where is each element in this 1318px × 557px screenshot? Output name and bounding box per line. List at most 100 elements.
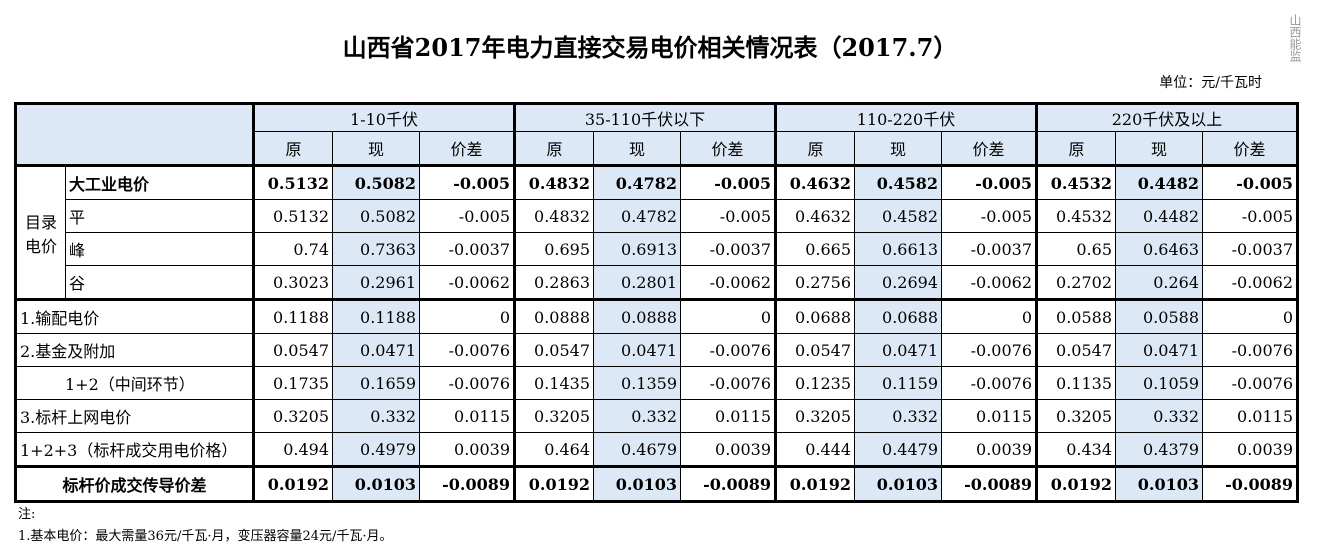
value-cell: -0.0076 bbox=[1202, 333, 1298, 367]
group-header: 220千伏及以上 bbox=[1035, 103, 1298, 132]
group-header: 35-110千伏以下 bbox=[513, 103, 776, 132]
value-cell: 0.0192 bbox=[252, 465, 333, 502]
value-cell: -0.005 bbox=[941, 164, 1037, 200]
value-cell: -0.005 bbox=[419, 164, 515, 200]
header-row: 1-10千伏 35-110千伏以下 110-220千伏 220千伏及以上 bbox=[15, 103, 1298, 166]
table-row: 3.标杆上网电价 0.3205 0.332 0.0115 0.3205 0.332 0.01… bbox=[15, 399, 1298, 433]
row-label: 谷 bbox=[65, 265, 254, 300]
subheader-row: 原现价差原现价差原现价差原现价差 bbox=[16, 131, 1298, 166]
value-cell: 0.464 bbox=[513, 432, 594, 467]
note: 注: bbox=[18, 507, 36, 522]
value-cell: -0.0076 bbox=[941, 366, 1037, 400]
corner-cell bbox=[15, 103, 254, 166]
value-cell: 0.0115 bbox=[1202, 399, 1298, 433]
value-cell: 0.1135 bbox=[1035, 366, 1116, 400]
table-row: 2.基金及附加 0.0547 0.0471 -0.0076 0.0547 0.0471 -0… bbox=[15, 333, 1298, 367]
value-cell: -0.0037 bbox=[680, 232, 776, 266]
value-cell: 0.5132 bbox=[252, 164, 333, 200]
value-cell: 0.1735 bbox=[252, 366, 333, 400]
value-cell: 0.665 bbox=[774, 232, 855, 266]
value-cell: 0.2961 bbox=[332, 265, 420, 300]
row-label: 1+2+3（标杆成交用电价格） bbox=[15, 432, 254, 467]
value-cell: 0.695 bbox=[513, 232, 594, 266]
value-cell: 0.0688 bbox=[774, 298, 855, 334]
value-cell: 0.1188 bbox=[332, 298, 420, 334]
value-cell: 0.4632 bbox=[774, 164, 855, 200]
value-cell: -0.005 bbox=[680, 164, 776, 200]
value-cell: -0.0037 bbox=[1202, 232, 1298, 266]
row-label: 3.标杆上网电价 bbox=[15, 399, 254, 433]
value-cell: 0.4979 bbox=[332, 432, 420, 467]
value-cell: 0.2801 bbox=[593, 265, 681, 300]
value-cell: 0.4782 bbox=[593, 199, 681, 233]
value-cell: -0.0062 bbox=[419, 265, 515, 300]
subheader: 原 bbox=[513, 131, 594, 166]
value-cell: 0.4482 bbox=[1115, 164, 1203, 200]
value-cell: 0 bbox=[419, 298, 515, 334]
value-cell: 0.0471 bbox=[1115, 333, 1203, 367]
value-cell: 0.0547 bbox=[774, 333, 855, 367]
value-cell: 0.0471 bbox=[854, 333, 942, 367]
value-cell: 0.0115 bbox=[419, 399, 515, 433]
value-cell: -0.0076 bbox=[419, 366, 515, 400]
subheader: 现 bbox=[593, 131, 681, 166]
value-cell: 0.4832 bbox=[513, 164, 594, 200]
watermark: 山西能监 bbox=[1288, 14, 1302, 62]
value-cell: 0.6613 bbox=[854, 232, 942, 266]
value-cell: 0.0192 bbox=[1035, 465, 1116, 502]
value-cell: 0.1435 bbox=[513, 366, 594, 400]
value-cell: -0.0037 bbox=[941, 232, 1037, 266]
unit: 单位：元/千瓦时 bbox=[1159, 75, 1262, 91]
value-cell: 0.3205 bbox=[774, 399, 855, 433]
subheader: 现 bbox=[854, 131, 942, 166]
value-cell: 0.4582 bbox=[854, 199, 942, 233]
group-header: 1-10千伏 bbox=[252, 103, 515, 132]
value-cell: 0.0547 bbox=[1035, 333, 1116, 367]
value-cell: 0.0039 bbox=[419, 432, 515, 467]
subheader: 价差 bbox=[941, 131, 1037, 166]
table-row: 峰 0.74 0.7363 -0.0037 0.695 0.6913 -0.0037 0.66… bbox=[16, 232, 1298, 266]
value-cell: -0.005 bbox=[941, 199, 1037, 233]
value-cell: 0.65 bbox=[1035, 232, 1116, 266]
value-cell: 0.0039 bbox=[941, 432, 1037, 467]
value-cell: 0.2756 bbox=[774, 265, 855, 300]
value-cell: 0.3205 bbox=[1035, 399, 1116, 433]
value-cell: 0.0888 bbox=[513, 298, 594, 334]
value-cell: 0.0588 bbox=[1035, 298, 1116, 334]
value-cell: 0.494 bbox=[252, 432, 333, 467]
value-cell: 0 bbox=[1202, 298, 1298, 334]
value-cell: 0.5132 bbox=[252, 199, 333, 233]
value-cell: 0.1188 bbox=[252, 298, 333, 334]
value-cell: -0.0089 bbox=[941, 465, 1037, 502]
value-cell: 0.332 bbox=[593, 399, 681, 433]
value-cell: 0.4679 bbox=[593, 432, 681, 467]
value-cell: 0.2863 bbox=[513, 265, 594, 300]
table-row: 目录电价 大工业电价 0.5132 0.5082 -0.005 0.4832 0.4782-… bbox=[15, 164, 1298, 300]
row-label: 大工业电价 bbox=[65, 164, 254, 200]
value-cell: 0.0547 bbox=[513, 333, 594, 367]
subheader: 原 bbox=[1035, 131, 1116, 166]
value-cell: 0.4482 bbox=[1115, 199, 1203, 233]
value-cell: 0.4479 bbox=[854, 432, 942, 467]
value-cell: 0.2694 bbox=[854, 265, 942, 300]
value-cell: 0.0115 bbox=[680, 399, 776, 433]
value-cell: -0.0076 bbox=[1202, 366, 1298, 400]
value-cell: 0.1235 bbox=[774, 366, 855, 400]
table-row: 标杆价成交传导价差 0.0192 0.0103 -0.0089 0.0192 0.0103… bbox=[15, 465, 1298, 502]
value-cell: -0.0076 bbox=[419, 333, 515, 367]
row-label: 1.输配电价 bbox=[15, 298, 254, 334]
value-cell: 0.0192 bbox=[513, 465, 594, 502]
value-cell: 0.5082 bbox=[332, 199, 420, 233]
value-cell: -0.0089 bbox=[680, 465, 776, 502]
table-body: 1-10千伏 35-110千伏以下 110-220千伏 220千伏及以上原现价差原现价… bbox=[15, 103, 1298, 502]
group-header: 110-220千伏 bbox=[774, 103, 1037, 132]
value-cell: 0.0039 bbox=[1202, 432, 1298, 467]
value-cell: 0.0471 bbox=[593, 333, 681, 367]
subheader: 价差 bbox=[680, 131, 776, 166]
value-cell: 0.1059 bbox=[1115, 366, 1203, 400]
value-cell: 0.1359 bbox=[593, 366, 681, 400]
subheader: 原 bbox=[774, 131, 855, 166]
value-cell: 0.4532 bbox=[1035, 199, 1116, 233]
value-cell: 0 bbox=[941, 298, 1037, 334]
